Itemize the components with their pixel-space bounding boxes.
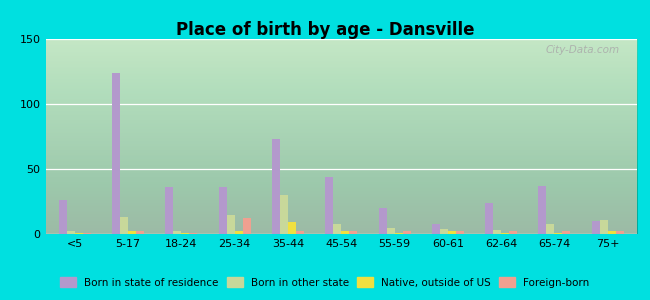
Bar bbox=[325, 177, 333, 234]
Bar bbox=[165, 187, 174, 234]
Bar bbox=[112, 73, 120, 234]
Bar bbox=[280, 195, 288, 234]
Bar bbox=[485, 203, 493, 234]
Bar bbox=[501, 233, 509, 234]
Bar bbox=[378, 208, 387, 234]
Bar bbox=[341, 231, 349, 234]
Bar bbox=[242, 218, 251, 234]
Bar bbox=[189, 233, 198, 234]
Bar bbox=[120, 217, 128, 234]
Bar bbox=[600, 220, 608, 234]
Bar bbox=[174, 231, 181, 234]
Bar bbox=[440, 229, 448, 234]
Bar bbox=[235, 231, 242, 234]
Bar bbox=[616, 231, 624, 234]
Bar bbox=[554, 233, 562, 234]
Bar bbox=[509, 231, 517, 234]
Bar bbox=[136, 231, 144, 234]
Bar bbox=[562, 231, 571, 234]
Bar bbox=[456, 231, 464, 234]
Bar bbox=[538, 186, 547, 234]
Bar bbox=[448, 231, 456, 234]
Text: Place of birth by age - Dansville: Place of birth by age - Dansville bbox=[176, 21, 474, 39]
Bar bbox=[493, 230, 501, 234]
Bar bbox=[58, 200, 67, 234]
Legend: Born in state of residence, Born in other state, Native, outside of US, Foreign-: Born in state of residence, Born in othe… bbox=[56, 273, 594, 292]
Bar bbox=[128, 231, 136, 234]
Bar bbox=[592, 221, 600, 234]
Bar bbox=[547, 224, 554, 234]
Bar bbox=[387, 227, 395, 234]
Bar bbox=[349, 231, 358, 234]
Bar bbox=[288, 222, 296, 234]
Bar bbox=[218, 187, 227, 234]
Bar bbox=[608, 231, 616, 234]
Bar bbox=[402, 231, 411, 234]
Bar bbox=[432, 224, 440, 234]
Bar bbox=[227, 214, 235, 234]
Bar bbox=[296, 231, 304, 234]
Bar bbox=[83, 233, 91, 234]
Bar bbox=[67, 231, 75, 234]
Text: City-Data.com: City-Data.com bbox=[545, 45, 619, 55]
Bar bbox=[272, 139, 280, 234]
Bar bbox=[395, 233, 402, 234]
Bar bbox=[75, 233, 83, 234]
Bar bbox=[333, 224, 341, 234]
Bar bbox=[181, 233, 189, 234]
